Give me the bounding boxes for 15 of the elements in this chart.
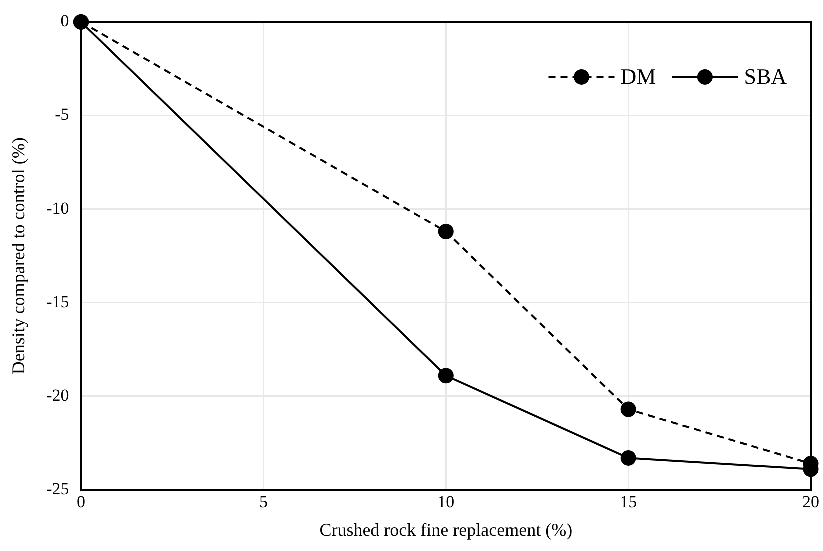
x-tick-label: 0	[77, 492, 86, 512]
y-tick-label: -20	[46, 386, 70, 405]
y-tick-label: -25	[46, 479, 70, 498]
x-axis-title: Crushed rock fine replacement (%)	[320, 520, 573, 540]
x-tick-label: 5	[259, 492, 268, 512]
y-tick-label: -5	[55, 105, 70, 124]
y-tick-label: -15	[46, 292, 70, 312]
x-tick-label: 15	[620, 492, 638, 512]
y-tick-label: -10	[46, 198, 70, 218]
y-axis-title: Density compared to control (%)	[8, 138, 29, 375]
x-tick-label: 10	[438, 492, 455, 512]
legend-label: DM	[620, 64, 656, 89]
legend-label: SBA	[744, 64, 788, 89]
x-tick-label: 20	[802, 492, 820, 512]
y-tick-label: 0	[60, 12, 70, 31]
